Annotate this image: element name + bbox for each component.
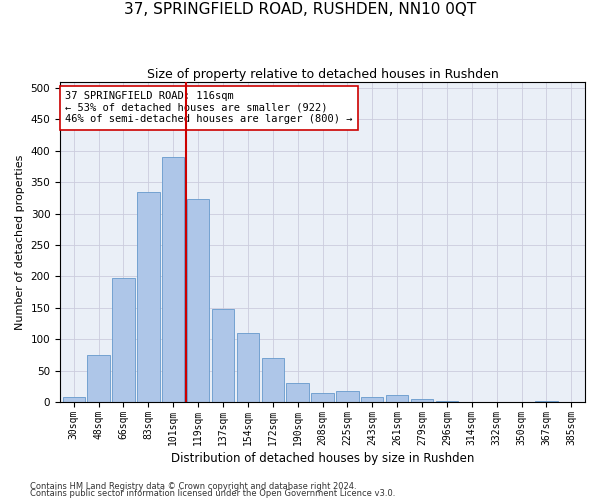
Title: Size of property relative to detached houses in Rushden: Size of property relative to detached ho… [146,68,499,80]
Text: Contains HM Land Registry data © Crown copyright and database right 2024.: Contains HM Land Registry data © Crown c… [30,482,356,491]
Bar [62,397,85,402]
Bar [88,355,110,402]
Bar [336,391,359,402]
Bar [187,199,209,402]
Text: 37 SPRINGFIELD ROAD: 116sqm
← 53% of detached houses are smaller (922)
46% of se: 37 SPRINGFIELD ROAD: 116sqm ← 53% of det… [65,92,353,124]
Bar [262,358,284,402]
Bar [212,309,234,402]
Bar [236,333,259,402]
Bar [361,397,383,402]
Bar [286,384,309,402]
Bar [112,278,134,402]
Text: 37, SPRINGFIELD ROAD, RUSHDEN, NN10 0QT: 37, SPRINGFIELD ROAD, RUSHDEN, NN10 0QT [124,2,476,18]
Bar [137,192,160,402]
Bar [311,392,334,402]
Bar [386,394,409,402]
Bar [411,399,433,402]
Bar [162,157,184,402]
Text: Contains public sector information licensed under the Open Government Licence v3: Contains public sector information licen… [30,489,395,498]
X-axis label: Distribution of detached houses by size in Rushden: Distribution of detached houses by size … [171,452,474,465]
Y-axis label: Number of detached properties: Number of detached properties [15,154,25,330]
Bar [535,401,557,402]
Bar [436,401,458,402]
